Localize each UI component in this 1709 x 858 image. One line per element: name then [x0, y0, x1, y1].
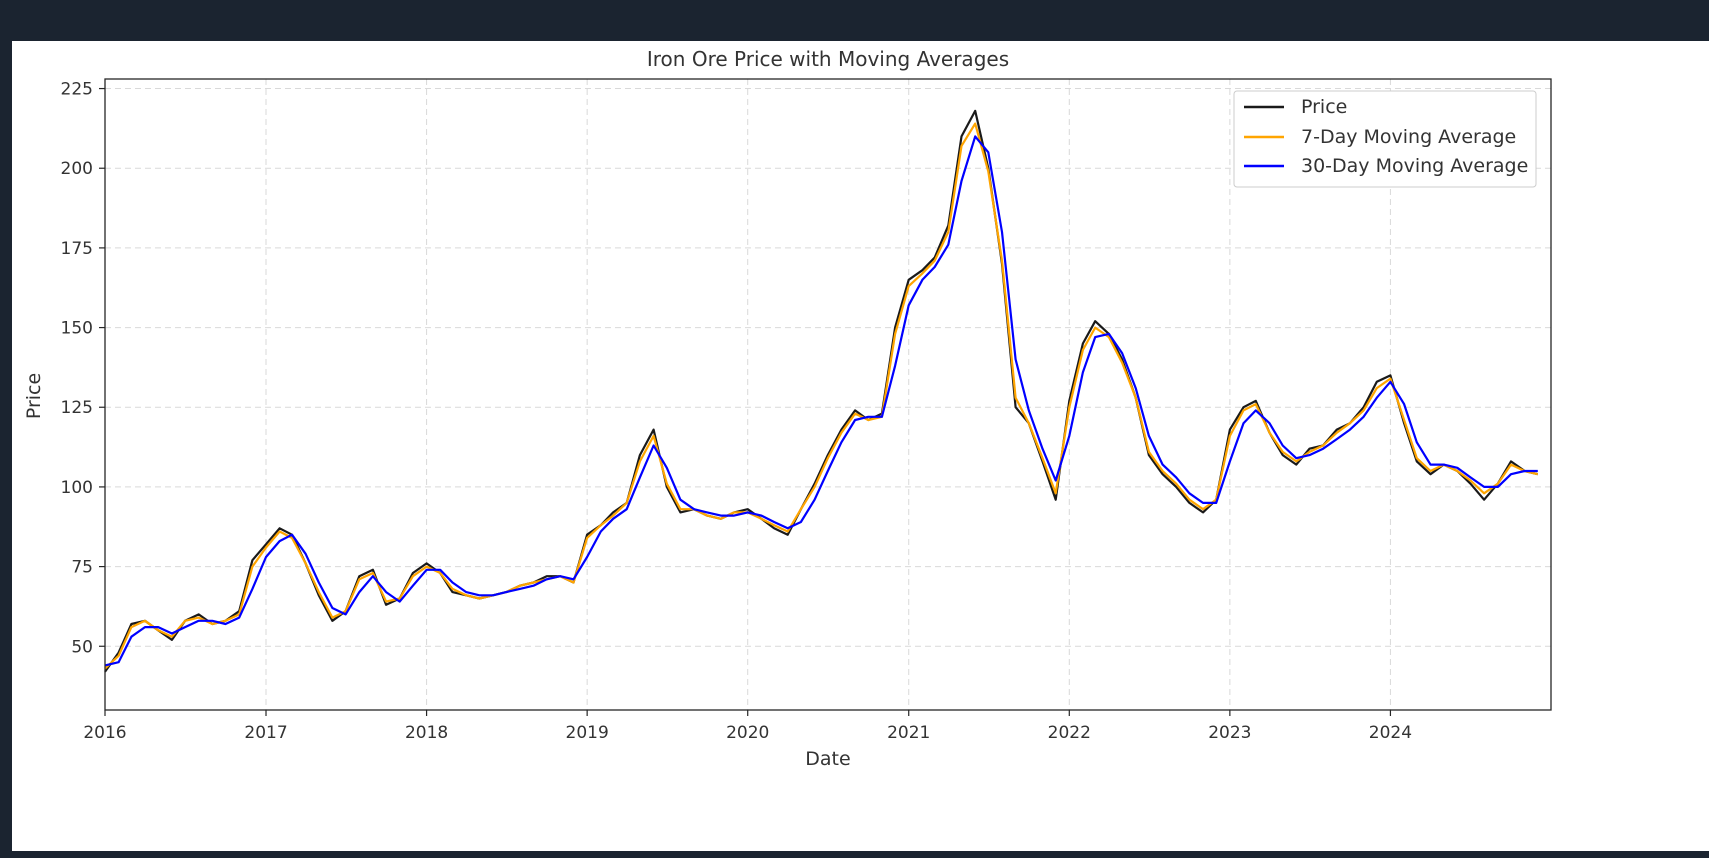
x-tick-label: 2017 [244, 723, 287, 743]
y-tick-label: 225 [61, 80, 93, 100]
x-tick-label: 2022 [1048, 723, 1091, 743]
x-axis: 2016 2017 2018 2019 2020 2021 2022 2023 2024 [83, 710, 1412, 743]
y-tick-label: 75 [71, 558, 93, 578]
x-tick-label: 2016 [83, 723, 126, 743]
legend-box [1233, 90, 1537, 188]
x-tick-label: 2020 [726, 723, 769, 743]
grid-layer [104, 79, 1551, 710]
x-tick-label: 2018 [405, 723, 448, 743]
x-tick-label: 2019 [566, 723, 609, 743]
y-axis-title: Price [23, 373, 45, 419]
chart-title: Iron Ore Price with Moving Averages [647, 47, 1009, 71]
series-layer [104, 109, 1539, 673]
y-tick-label: 50 [71, 637, 93, 657]
chart-figure: 50 75 100 125 150 175 200 225 2016 2017 2018 2019 2… [12, 41, 1709, 851]
x-axis-title: Date [805, 748, 850, 770]
x-tick-label: 2023 [1208, 723, 1251, 743]
y-tick-label: 125 [61, 398, 93, 418]
y-tick-label: 175 [61, 239, 93, 259]
legend-label-30day: 30-Day Moving Average [1301, 155, 1528, 177]
legend-label-price: Price [1301, 96, 1347, 118]
legend: Price 7-Day Moving Average 30-Day Moving… [1233, 90, 1537, 188]
y-axis: 50 75 100 125 150 175 200 225 [61, 80, 105, 657]
plot-frame [104, 78, 1552, 711]
legend-label-7day: 7-Day Moving Average [1301, 126, 1516, 148]
y-tick-label: 150 [61, 319, 93, 339]
series-line-30day-ma [104, 135, 1538, 667]
y-tick-label: 200 [61, 159, 93, 179]
x-tick-label: 2021 [887, 723, 930, 743]
y-tick-label: 100 [61, 478, 93, 498]
x-tick-label: 2024 [1369, 723, 1412, 743]
series-line-price [104, 109, 1539, 673]
